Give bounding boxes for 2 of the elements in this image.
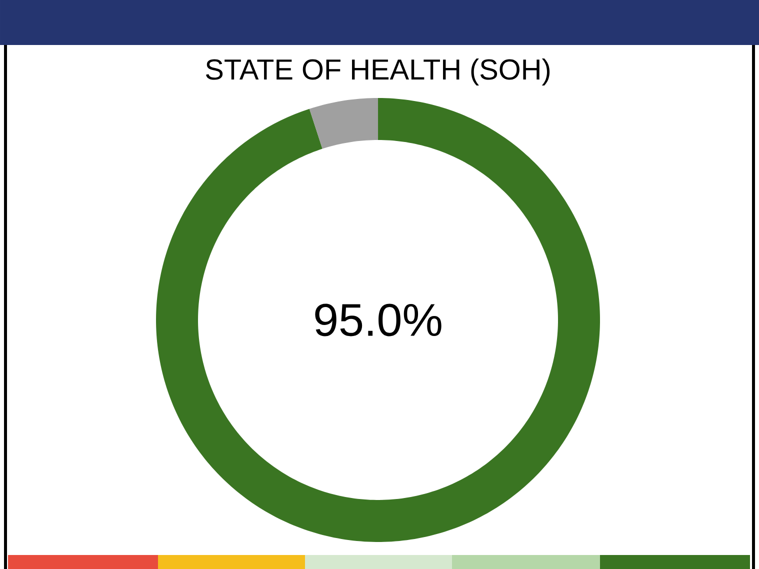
data-label: 95.0% [315, 304, 442, 336]
chart-title: STATE OF HEALTH (SOH) [206, 58, 550, 86]
